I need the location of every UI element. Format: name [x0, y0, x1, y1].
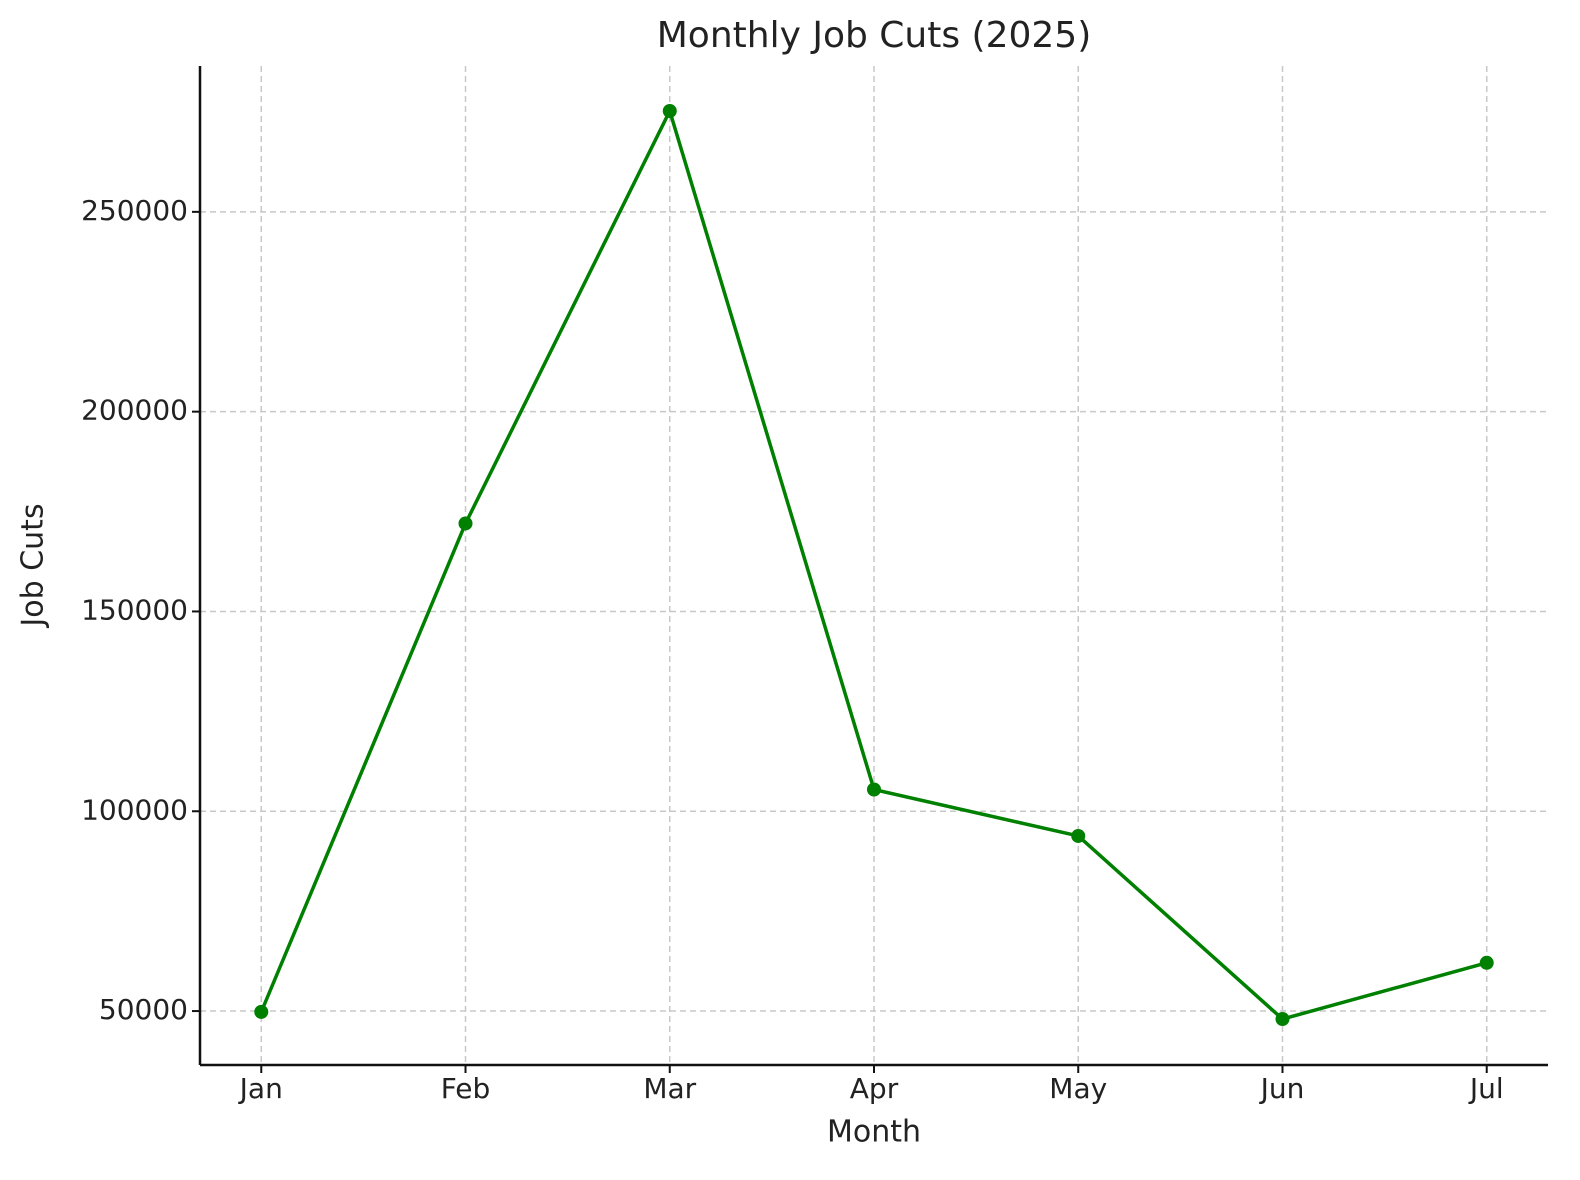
point: [254, 1004, 269, 1019]
y-tick-label: 100000: [81, 793, 188, 826]
point: [1275, 1012, 1290, 1027]
y-axis-label: Job Cuts: [16, 503, 51, 628]
x-tick-label: Jun: [1259, 1072, 1305, 1105]
x-tick-label: May: [1049, 1072, 1107, 1105]
x-tick-label: Apr: [850, 1072, 899, 1105]
x-tick-label: Feb: [441, 1072, 491, 1105]
x-tick-label: Jan: [238, 1072, 283, 1105]
y-tick-label: 250000: [81, 194, 188, 227]
point: [867, 782, 881, 797]
x-tick-label: Jul: [1468, 1072, 1504, 1105]
point: [1071, 828, 1086, 843]
point: [662, 103, 677, 118]
y-tick-label: 150000: [81, 593, 188, 626]
x-axis-label: Month: [827, 1115, 921, 1150]
x-tick-label: Mar: [643, 1072, 696, 1105]
y-tick-label: 50000: [99, 993, 188, 1026]
y-tick-label: 200000: [81, 394, 188, 427]
chart-title: Monthly Job Cuts (2025): [657, 15, 1092, 56]
point: [1479, 955, 1494, 970]
point: [458, 516, 473, 531]
